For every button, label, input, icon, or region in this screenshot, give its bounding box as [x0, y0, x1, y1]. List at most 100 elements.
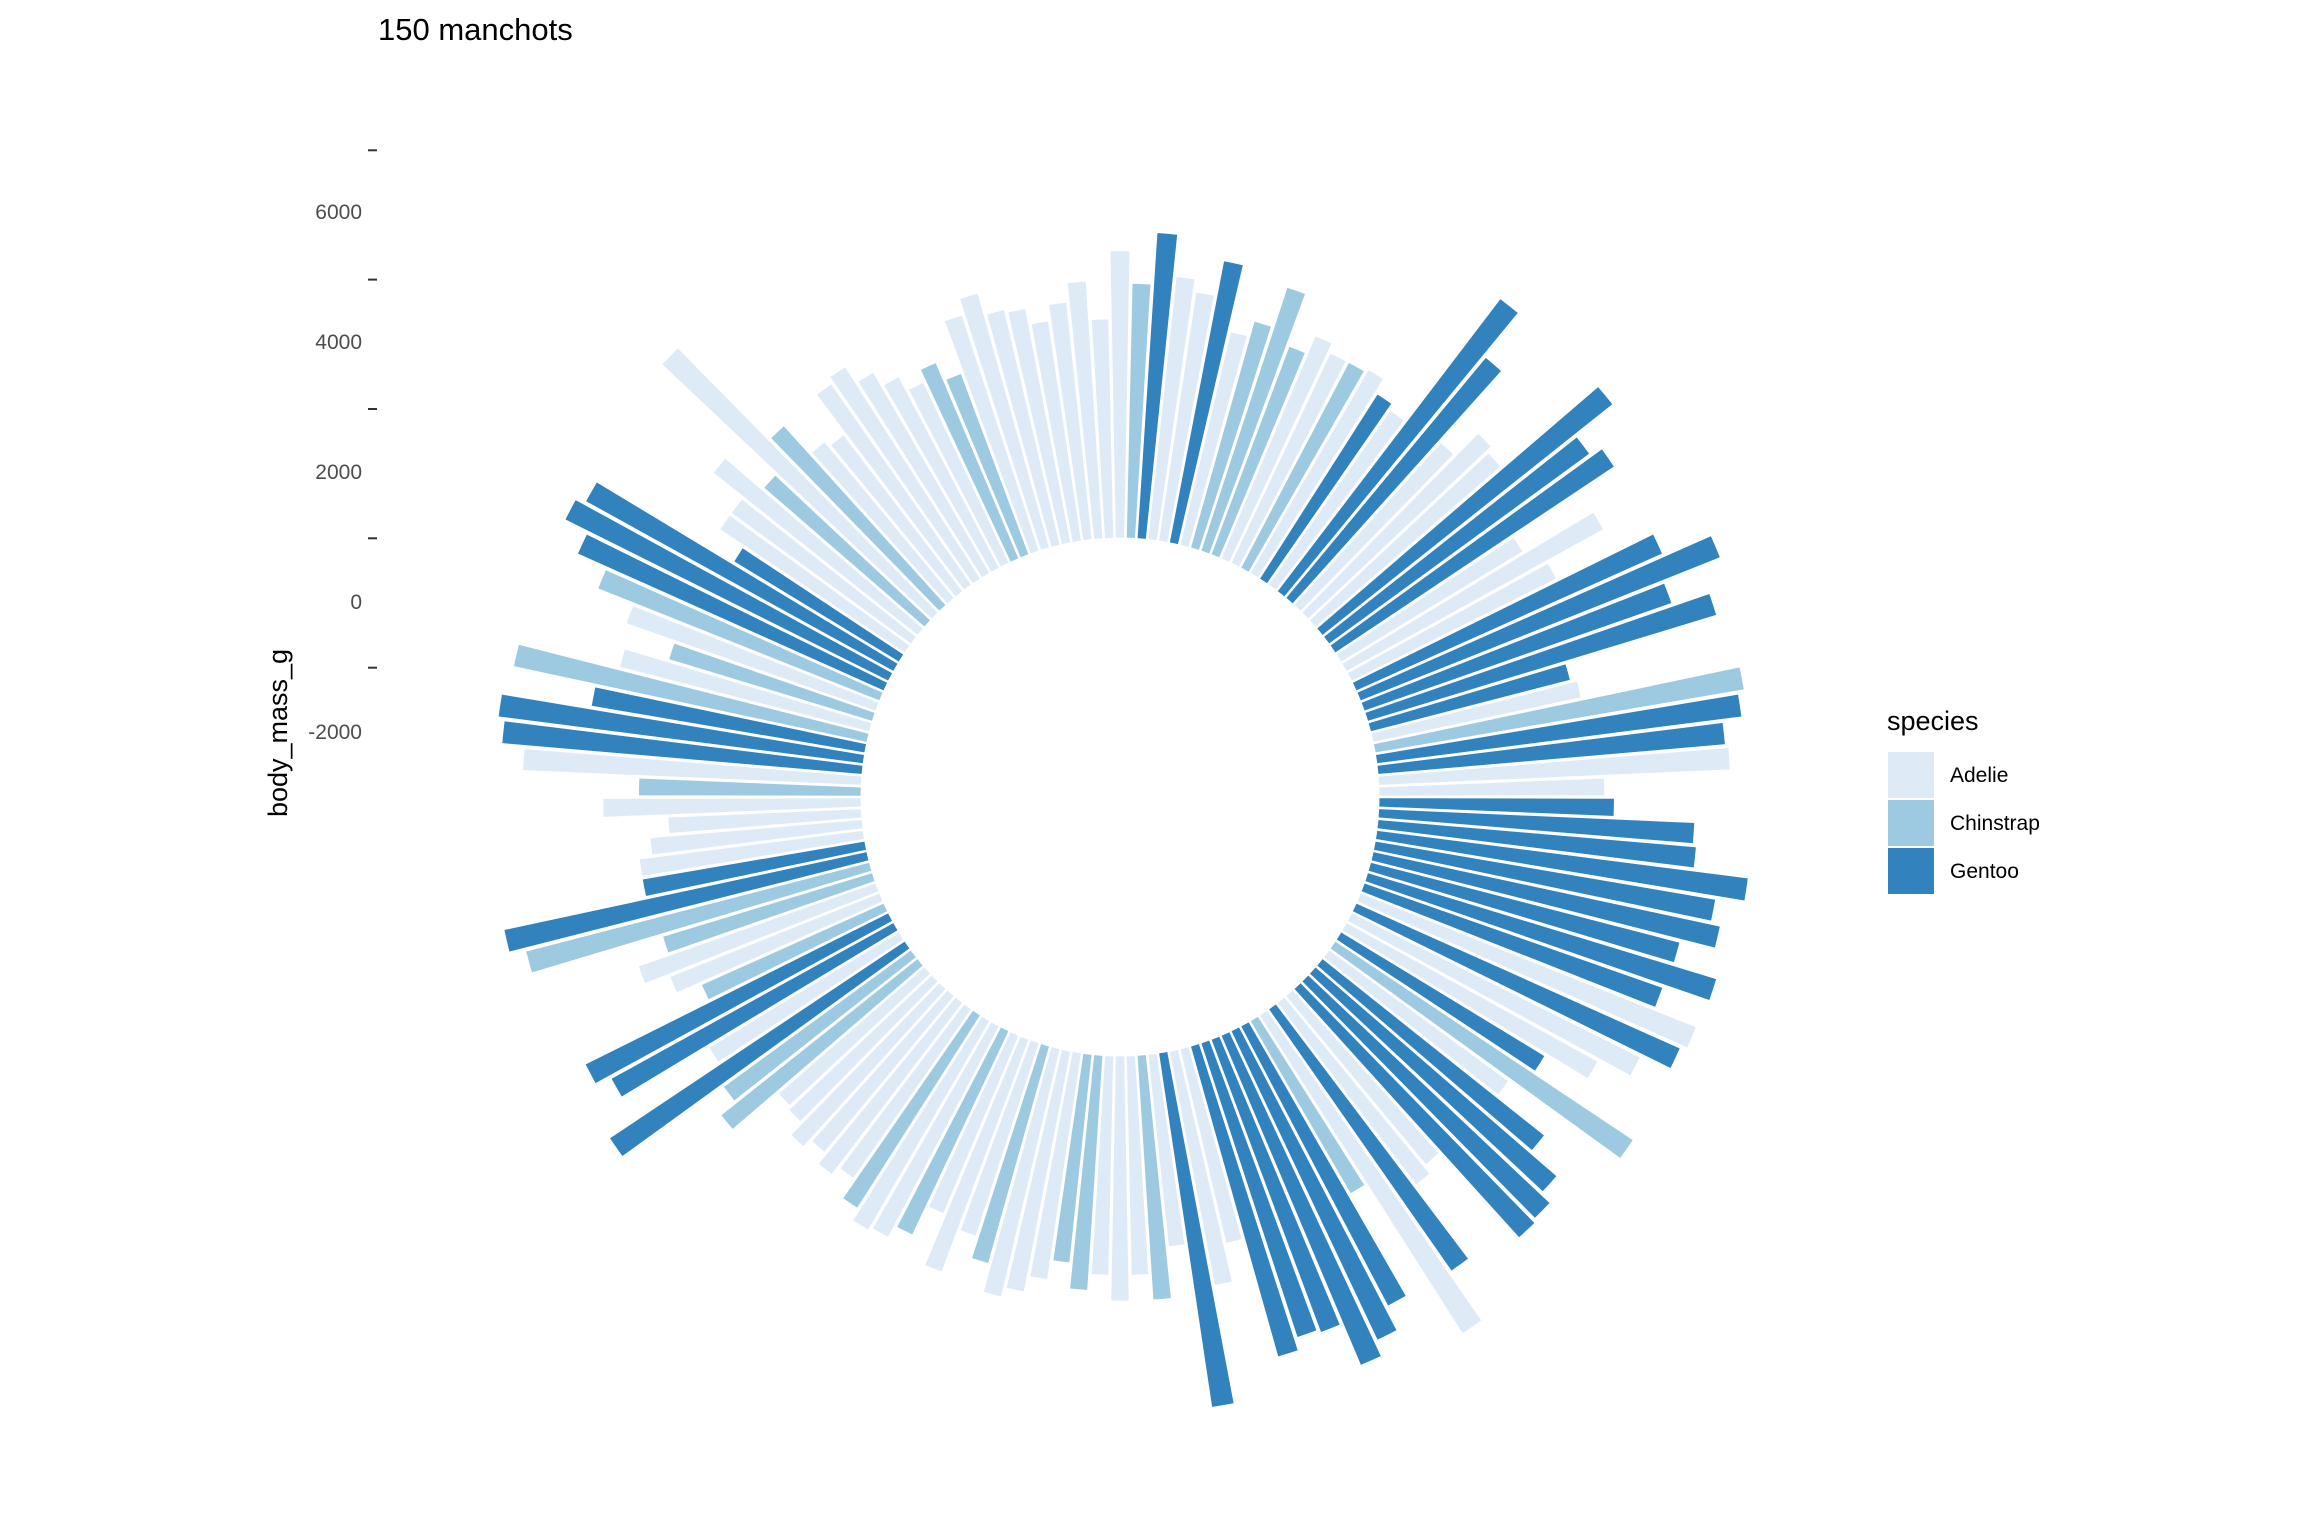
bar-adelie [729, 497, 918, 646]
bar-gentoo [1219, 1030, 1383, 1367]
bar-chinstrap [1239, 360, 1366, 574]
bar-chinstrap [1136, 1053, 1173, 1302]
legend-swatch-adelie [1888, 752, 1934, 798]
bar-gentoo [1377, 796, 1616, 818]
bar-gentoo [1374, 829, 1750, 903]
bar-adelie [816, 995, 965, 1177]
bar-adelie [1090, 317, 1115, 540]
bar-chinstrap [721, 948, 918, 1103]
bar-gentoo [1322, 435, 1592, 646]
bar-gentoo [563, 498, 895, 683]
bar-adelie [1178, 1045, 1244, 1245]
bar-adelie [927, 1030, 1021, 1215]
bar-gentoo [1258, 392, 1394, 586]
bar-adelie [851, 1014, 992, 1232]
bar-gentoo [1199, 1038, 1319, 1339]
legend-swatch-chinstrap [1888, 800, 1934, 846]
bar-adelie [1090, 1054, 1115, 1277]
bar-adelie [907, 381, 1011, 569]
bar-adelie [1248, 368, 1386, 580]
legend-label-adelie: Adelie [1950, 764, 2008, 787]
bar-chinstrap [1209, 344, 1307, 560]
bar-adelie [1146, 1052, 1187, 1248]
bar-chinstrap [719, 957, 925, 1132]
bar-gentoo [496, 692, 866, 765]
bar-adelie [1006, 307, 1072, 546]
legend-swatch-gentoo [1888, 848, 1934, 894]
bar-gentoo [1376, 807, 1696, 845]
bar-chinstrap [596, 568, 885, 703]
bar-gentoo [584, 480, 900, 673]
bar-adelie [1267, 408, 1406, 592]
legend: species Adelie Chinstrap Gentoo [1887, 706, 2040, 894]
bar-chinstrap [895, 1025, 1011, 1237]
bar-adelie [810, 440, 956, 606]
bar-adelie [668, 891, 885, 995]
y-tick-label: 4000 [315, 331, 362, 354]
bar-adelie [1340, 510, 1606, 673]
bar-gentoo [1350, 901, 1682, 1071]
bar-gentoo [576, 532, 890, 693]
bar-chinstrap [1248, 1014, 1367, 1196]
bar-gentoo [1334, 930, 1547, 1073]
bar-gentoo [1366, 860, 1682, 965]
bar-adelie [943, 313, 1041, 556]
polar-bars [496, 231, 1750, 1409]
bar-adelie [1377, 776, 1606, 798]
chart-title: 150 manchots [378, 12, 573, 47]
bar-adelie [856, 370, 992, 580]
bar-chinstrap [762, 473, 933, 629]
bar-chinstrap [1372, 665, 1746, 755]
bar-adelie [1275, 995, 1432, 1187]
bar-adelie [718, 513, 912, 655]
bar-gentoo [1366, 662, 1572, 734]
bar-chinstrap [699, 901, 890, 1002]
y-axis-label: body_mass_g [263, 649, 293, 817]
bar-gentoo [1275, 297, 1520, 599]
bar-adelie [985, 308, 1062, 549]
bar-gentoo [1374, 692, 1744, 765]
bar-gentoo [1307, 965, 1559, 1194]
bar-gentoo [1375, 721, 1727, 776]
bar-chinstrap [524, 860, 874, 975]
bar-adelie [814, 382, 973, 592]
legend-label-gentoo: Gentoo [1950, 860, 2019, 883]
bar-adelie [828, 365, 982, 586]
bar-adelie [1108, 249, 1132, 540]
bar-gentoo [1292, 981, 1537, 1240]
bar-adelie [810, 988, 956, 1154]
bar-gentoo [1350, 532, 1664, 693]
bar-adelie [958, 291, 1051, 552]
y-axis: 6000 4000 2000 0 -2000 body_mass_g [263, 149, 377, 817]
y-tick-label: -2000 [308, 721, 362, 744]
bar-adelie [1300, 431, 1493, 621]
bar-adelie [660, 346, 940, 621]
bar-adelie [601, 796, 863, 819]
bar-chinstrap [637, 777, 863, 798]
bar-gentoo [1372, 839, 1717, 923]
bar-chinstrap [1068, 1053, 1104, 1292]
bar-gentoo [1157, 1050, 1236, 1409]
bar-adelie [1376, 746, 1732, 787]
bar-gentoo [1284, 355, 1504, 606]
bar-adelie [923, 1034, 1031, 1274]
bar-adelie [1355, 891, 1698, 1050]
bar-chinstrap [944, 372, 1031, 560]
bar-chinstrap [1125, 282, 1152, 540]
bar-chinstrap [918, 361, 1021, 564]
bar-chinstrap [769, 424, 948, 613]
bar-adelie [1345, 561, 1558, 683]
bar-adelie [1258, 1008, 1484, 1336]
bar-chinstrap [1051, 1052, 1094, 1265]
bar-gentoo [1359, 581, 1674, 713]
bar-adelie [787, 973, 940, 1124]
bar-gentoo [1375, 818, 1698, 870]
bar-adelie [1292, 440, 1456, 613]
bar-adelie [711, 456, 925, 637]
bar-adelie [1146, 275, 1197, 542]
bar-chinstrap [970, 1042, 1051, 1265]
bar-chinstrap [512, 642, 871, 744]
bar-adelie [1307, 451, 1503, 629]
bar-adelie [1168, 1048, 1234, 1287]
